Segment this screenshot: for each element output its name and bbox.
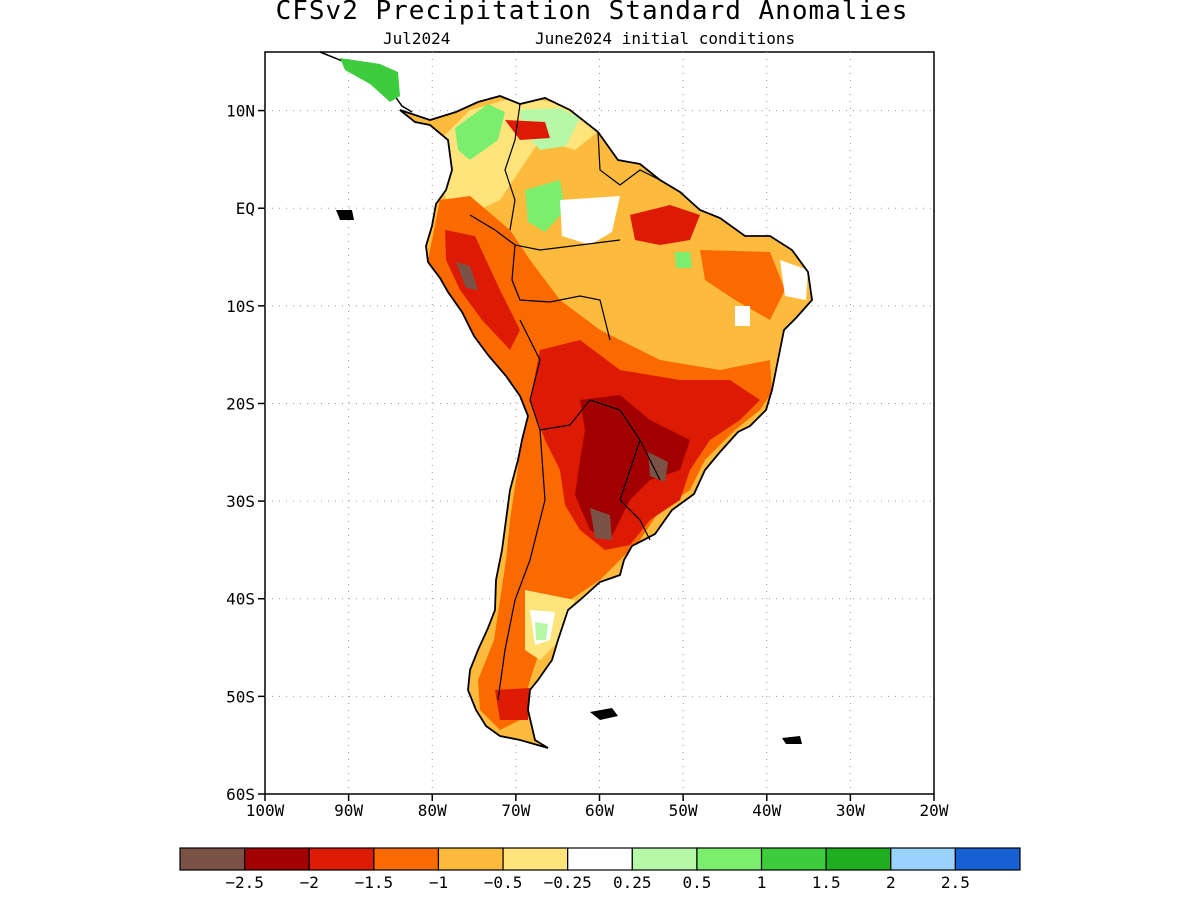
forecast-month-label: Jul2024 <box>383 29 451 48</box>
colorbar-label: −2 <box>300 873 319 892</box>
colorbar-swatch <box>890 847 956 871</box>
anomaly-area-very-strong-dry <box>575 395 690 540</box>
anomaly-area-strong-dry-peru <box>445 230 520 350</box>
y-tick-label: 60S <box>226 785 255 804</box>
anomaly-area-moderate-dry-northeast <box>700 250 785 320</box>
colorbar-label: 2 <box>886 873 896 892</box>
colorbar-label: −0.5 <box>484 873 523 892</box>
anomaly-area-wet-para <box>675 252 692 268</box>
y-tick-label: 10N <box>226 102 255 121</box>
colorbar-swatch <box>502 847 569 871</box>
colorbar-swatch <box>308 847 375 871</box>
x-tick-label: 50W <box>669 801 698 820</box>
y-tick-label: 30S <box>226 492 255 511</box>
x-tick-label: 20W <box>920 801 949 820</box>
colorbar-swatch <box>373 847 440 871</box>
y-tick-label: 10S <box>226 297 255 316</box>
colorbar-swatch <box>760 847 827 871</box>
colorbar-label: −1 <box>429 873 448 892</box>
colorbar-label: 1 <box>757 873 767 892</box>
anomaly-area-wet-venezuela <box>520 108 580 150</box>
x-tick-label: 70W <box>501 801 530 820</box>
colorbar-label: −1.5 <box>355 873 394 892</box>
x-tick-label: 90W <box>334 801 363 820</box>
anomaly-area-extreme-dry-peru <box>456 262 478 290</box>
south-georgia-island <box>782 736 802 744</box>
y-tick-label: 50S <box>226 687 255 706</box>
colorbar-label: −0.25 <box>544 873 592 892</box>
anomaly-area-neutral-north <box>560 196 620 245</box>
country-borders <box>469 103 661 701</box>
chart-title: CFSv2 Precipitation Standard Anomalies <box>275 0 909 26</box>
x-tick-label: 60W <box>585 801 614 820</box>
colorbar-swatch <box>825 847 892 871</box>
y-tick-label: EQ <box>236 199 255 218</box>
y-tick-label: 20S <box>226 394 255 413</box>
colorbar-label: 0.25 <box>613 873 652 892</box>
x-tick-label: 40W <box>752 801 781 820</box>
y-tick-label: 40S <box>226 590 255 609</box>
colorbar-label: 0.5 <box>682 873 711 892</box>
x-axis: 100W 90W 80W 70W 60W 50W 40W 30W 20W <box>246 794 949 820</box>
anomaly-area-wet-patagonia <box>535 622 548 640</box>
colorbar-swatch <box>179 847 246 871</box>
colorbar-label: 1.5 <box>812 873 841 892</box>
anomaly-area-wet-colombia <box>455 104 505 160</box>
anomaly-area-strong-dry-south <box>495 688 530 720</box>
x-tick-label: 80W <box>418 801 447 820</box>
anomaly-area-extreme-dry-1 <box>648 452 668 482</box>
x-tick-label: 30W <box>836 801 865 820</box>
colorbar: −2.5 −2 −1.5 −1 −0.5 −0.25 0.25 0.5 1 1.5 2 2.5 <box>179 847 1021 892</box>
y-axis: 10N EQ 10S 20S 30S 40S 50S 60S <box>226 102 265 804</box>
anomaly-area-neutral-northeast <box>780 260 808 300</box>
anomaly-area-neutral-bahia <box>735 306 750 326</box>
colorbar-swatch <box>696 847 763 871</box>
galapagos-islands <box>336 210 354 220</box>
colorbar-swatch <box>567 847 633 871</box>
anomaly-area-strong-dry-amapa <box>630 205 700 245</box>
colorbar-swatch <box>954 847 1021 871</box>
anomaly-area-wet-amazon-north <box>525 180 565 232</box>
initial-conditions-label: June2024 initial conditions <box>535 29 796 48</box>
falkland-islands <box>590 708 618 720</box>
anomaly-area-wet-central-america <box>340 58 400 102</box>
colorbar-swatch <box>437 847 504 871</box>
x-tick-label: 100W <box>246 801 285 820</box>
colorbar-label: 2.5 <box>941 873 970 892</box>
colorbar-swatch <box>631 847 698 871</box>
colorbar-label: −2.5 <box>225 873 264 892</box>
colorbar-swatch <box>244 847 310 871</box>
anomaly-area-extreme-dry-2 <box>590 508 612 540</box>
